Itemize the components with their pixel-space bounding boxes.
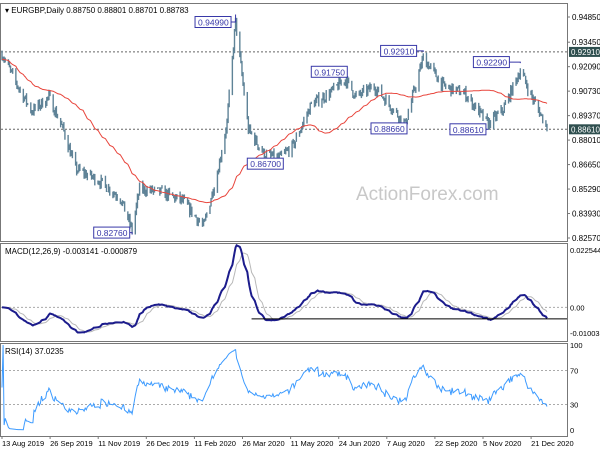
moving-average-line <box>2 58 548 204</box>
price-highlight-label: 0.88610 <box>571 125 600 134</box>
annotation-label: 0.88660 <box>374 124 405 134</box>
macd-tick-label: 0.00 <box>570 303 585 312</box>
annotation-leader-line <box>416 50 424 52</box>
macd-label: MACD(12,26,9) -0.003141 -0.000879 <box>5 247 138 256</box>
ohlc-values: 0.88750 0.88801 0.88701 0.88783 <box>66 6 189 15</box>
annotation-box <box>380 44 418 57</box>
rsi-tick-label: 70 <box>570 367 578 376</box>
y-tick-label: 0.82570 <box>572 234 600 243</box>
annotation-box <box>93 226 131 239</box>
price-highlight-box <box>569 124 600 135</box>
rsi-tick-label: 30 <box>570 401 578 410</box>
y-tick-label: 0.89370 <box>572 112 600 121</box>
rsi-pane-frame <box>0 343 568 437</box>
main-pane-frame <box>0 3 568 242</box>
y-tick-label: 0.92090 <box>572 63 600 72</box>
annotation-box <box>310 65 348 78</box>
annotation-label: 0.94990 <box>198 18 229 28</box>
x-tick-label: 26 Mar 2020 <box>243 439 285 448</box>
annotation-box <box>194 16 232 28</box>
x-tick-label: 24 Jun 2020 <box>339 439 380 448</box>
y-tick-label: 0.86650 <box>572 161 600 170</box>
annotation-box <box>246 157 284 170</box>
rsi-line <box>1 344 548 431</box>
rsi-tick-label: 100 <box>570 341 583 350</box>
x-tick-label: 5 Nov 2020 <box>483 439 521 448</box>
y-tick-label: 0.90730 <box>572 87 600 96</box>
price-highlight-box <box>569 46 600 57</box>
x-tick-label: 7 Aug 2020 <box>387 439 425 448</box>
y-tick-label: 0.83930 <box>572 210 600 219</box>
price-highlight-label: 0.92910 <box>571 48 600 57</box>
annotation-label: 0.92290 <box>476 58 507 68</box>
annotation-label: 0.82760 <box>97 228 128 238</box>
macd-tick-label: 0.022544 <box>570 246 600 255</box>
annotation-box <box>472 56 510 69</box>
symbol-label: EURGBP,Daily <box>11 6 64 15</box>
x-tick-label: 11 May 2020 <box>291 439 334 448</box>
annotation-leader-line <box>509 61 521 64</box>
x-tick-label: 11 Nov 2019 <box>98 439 140 448</box>
x-tick-label: 26 Dec 2019 <box>146 439 189 448</box>
macd-tick-label: -0.010039 <box>570 329 600 338</box>
dropdown-triangle-icon: ▾ <box>5 6 11 15</box>
y-tick-label: 0.93450 <box>572 38 600 47</box>
rsi-tick-label: 0 <box>570 426 574 435</box>
watermark: ActionForex.com <box>356 184 499 205</box>
annotation-label: 0.92910 <box>384 46 415 56</box>
y-tick-label: 0.94850 <box>572 13 600 22</box>
y-tick-label: 0.88010 <box>572 136 600 145</box>
macd-pane-frame <box>0 243 568 342</box>
x-tick-label: 26 Sep 2019 <box>50 439 93 448</box>
y-tick-label: 0.85290 <box>572 185 600 194</box>
macd-line <box>2 243 548 334</box>
x-tick-label: 22 Sep 2020 <box>435 439 478 448</box>
x-tick-label: 13 Aug 2019 <box>2 439 44 448</box>
annotation-label: 0.88610 <box>453 125 484 135</box>
rsi-label: RSI(14) 37.0235 <box>5 347 64 356</box>
annotation-leader-line <box>129 232 133 235</box>
annotation-box <box>449 123 487 136</box>
chart-title: ▾ EURGBP,Daily 0.88750 0.88801 0.88701 0… <box>5 6 189 15</box>
x-tick-label: 21 Dec 2020 <box>531 439 574 448</box>
annotation-box <box>370 122 408 135</box>
x-tick-label: 11 Feb 2020 <box>194 439 236 448</box>
annotation-leader-line <box>231 14 237 23</box>
annotation-label: 0.86700 <box>250 159 281 169</box>
annotation-label: 0.91750 <box>314 67 345 77</box>
